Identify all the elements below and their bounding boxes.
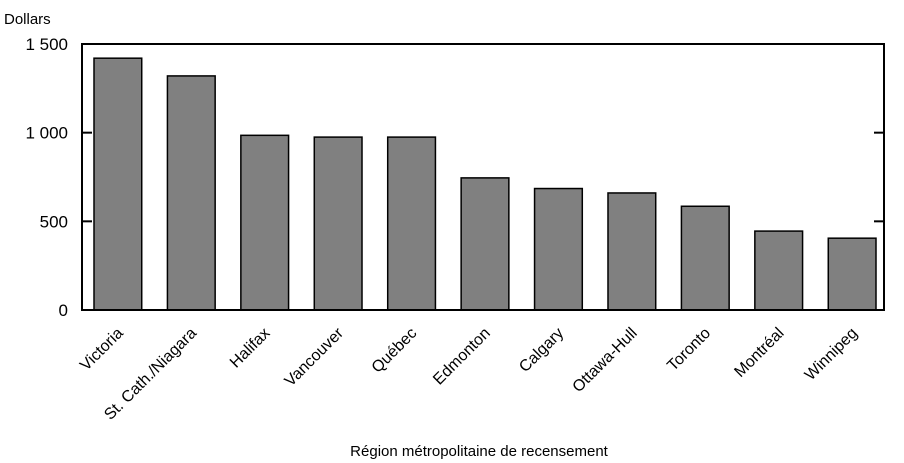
x-tick-label: Montréal (731, 325, 787, 381)
plot-frame (81, 43, 885, 311)
x-tick-label: Toronto (664, 325, 714, 375)
bar-3 (313, 136, 363, 311)
x-tick-label: Edmonton (430, 325, 494, 389)
bar-6 (533, 187, 584, 311)
bar-0 (93, 57, 143, 311)
bar-10 (827, 237, 877, 311)
y-tick-label: 0 (59, 301, 68, 320)
bars (93, 57, 877, 311)
y-axis-label: Dollars (4, 11, 51, 28)
x-tick-label: Winnipeg (802, 325, 861, 384)
x-axis-label: Région métropolitaine de recensement (350, 443, 608, 460)
bar-4 (386, 136, 437, 311)
bar-7 (607, 192, 657, 311)
y-tick-label: 500 (40, 212, 68, 231)
x-tick-label: Québec (369, 325, 421, 377)
y-tick-label: 1 000 (25, 124, 68, 143)
bar-2 (240, 134, 290, 311)
bar-5 (460, 177, 510, 311)
x-tick-label: Calgary (516, 325, 567, 376)
x-tick-label: Vancouver (282, 324, 348, 390)
x-tick-label: Halifax (227, 325, 274, 372)
bar-8 (680, 205, 730, 311)
x-tick-label: Victoria (77, 325, 127, 375)
bar-1 (166, 75, 216, 311)
bar-9 (754, 230, 804, 311)
x-tick-label: Ottawa-Hull (570, 325, 641, 396)
y-tick-label: 1 500 (25, 35, 68, 54)
